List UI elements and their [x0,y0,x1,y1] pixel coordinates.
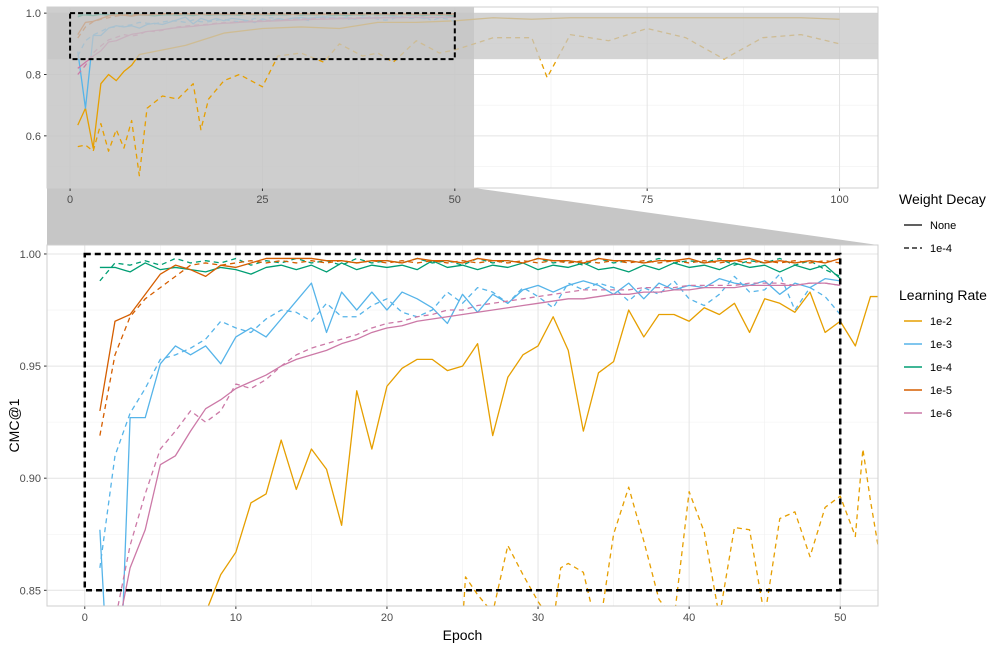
legend-learning-rate-title: Learning Rate [899,287,987,303]
legend-learning-rate-label: 1e-3 [930,339,952,351]
legend-weight-decay-label: 1e-4 [930,243,952,255]
zoom-series [99,257,878,606]
x-tick-label: 30 [532,612,544,624]
legend-learning-rate-items: 1e-2 1e-3 1e-4 1e-5 1e-6 [904,316,952,420]
x-tick-label: 20 [381,612,393,624]
x-tick-label: 0 [82,612,88,624]
series-lr1e5_none [99,257,841,412]
y-axis-label: CMC@1 [6,398,22,452]
series-lr1e2_none [207,291,878,606]
legend-weight-decay-items: None 1e-4 [904,220,956,255]
legend-learning-rate-label: 1e-4 [930,362,952,374]
y-tick-label: 0.6 [26,131,41,143]
y-tick-label: 1.00 [20,249,41,261]
x-axis-label: Epoch [443,627,483,643]
y-tick-label: 0.95 [20,361,41,373]
series-lr1e2_wd [77,27,840,177]
series-holder [99,257,878,606]
legend-learning-rate-label: 1e-5 [930,385,952,397]
x-tick-label: 50 [449,194,461,206]
series-lr1e5_wd [99,260,841,436]
x-tick-label: 100 [830,194,848,206]
overview-zoom-box [69,12,456,61]
series-lr1e4_wd [99,257,841,282]
legend-weight-decay-title: Weight Decay [899,191,986,207]
series-lr1e6_none [121,282,841,606]
zoom-border [46,244,879,607]
x-tick-label: 25 [256,194,268,206]
legend-learning-rate-label: 1e-2 [930,316,952,328]
series-lr1e2_wd [462,448,878,606]
y-tick-label: 0.8 [26,69,41,81]
legend: Weight Decay None 1e-4 Learning Rate 1e-2… [899,191,987,420]
series-lr1e3_wd [99,273,841,568]
x-tick-label: 0 [67,194,73,206]
overview-ticks: 0 25 50 75 100 0.6 0.8 1.0 [26,8,849,206]
overview-highlight-band [47,13,878,60]
x-tick-label: 75 [641,194,653,206]
y-tick-label: 0.85 [20,585,41,597]
overview-panel: 0 25 50 75 100 0.6 0.8 1.0 [26,6,879,206]
series-lr1e4_none [99,260,841,280]
x-tick-label: 10 [230,612,242,624]
x-tick-label: 40 [683,612,695,624]
y-tick-label: 1.0 [26,8,41,20]
x-tick-label: 50 [834,612,846,624]
series-lr1e3_none [99,277,841,606]
zoom-connector [47,188,878,245]
zoom-ticks: 0 10 20 30 40 50 0.85 0.90 0.95 1.00 [20,249,847,624]
legend-learning-rate-label: 1e-6 [930,408,952,420]
legend-weight-decay-label: None [930,220,956,232]
y-tick-label: 0.90 [20,473,41,485]
series-lr1e6_wd [117,282,841,606]
zoom-box [83,252,842,592]
overview-border [46,6,879,189]
zoom-panel: 0 10 20 30 40 50 0.85 0.90 0.95 1.00 Epoch CMC@1 [6,244,879,643]
